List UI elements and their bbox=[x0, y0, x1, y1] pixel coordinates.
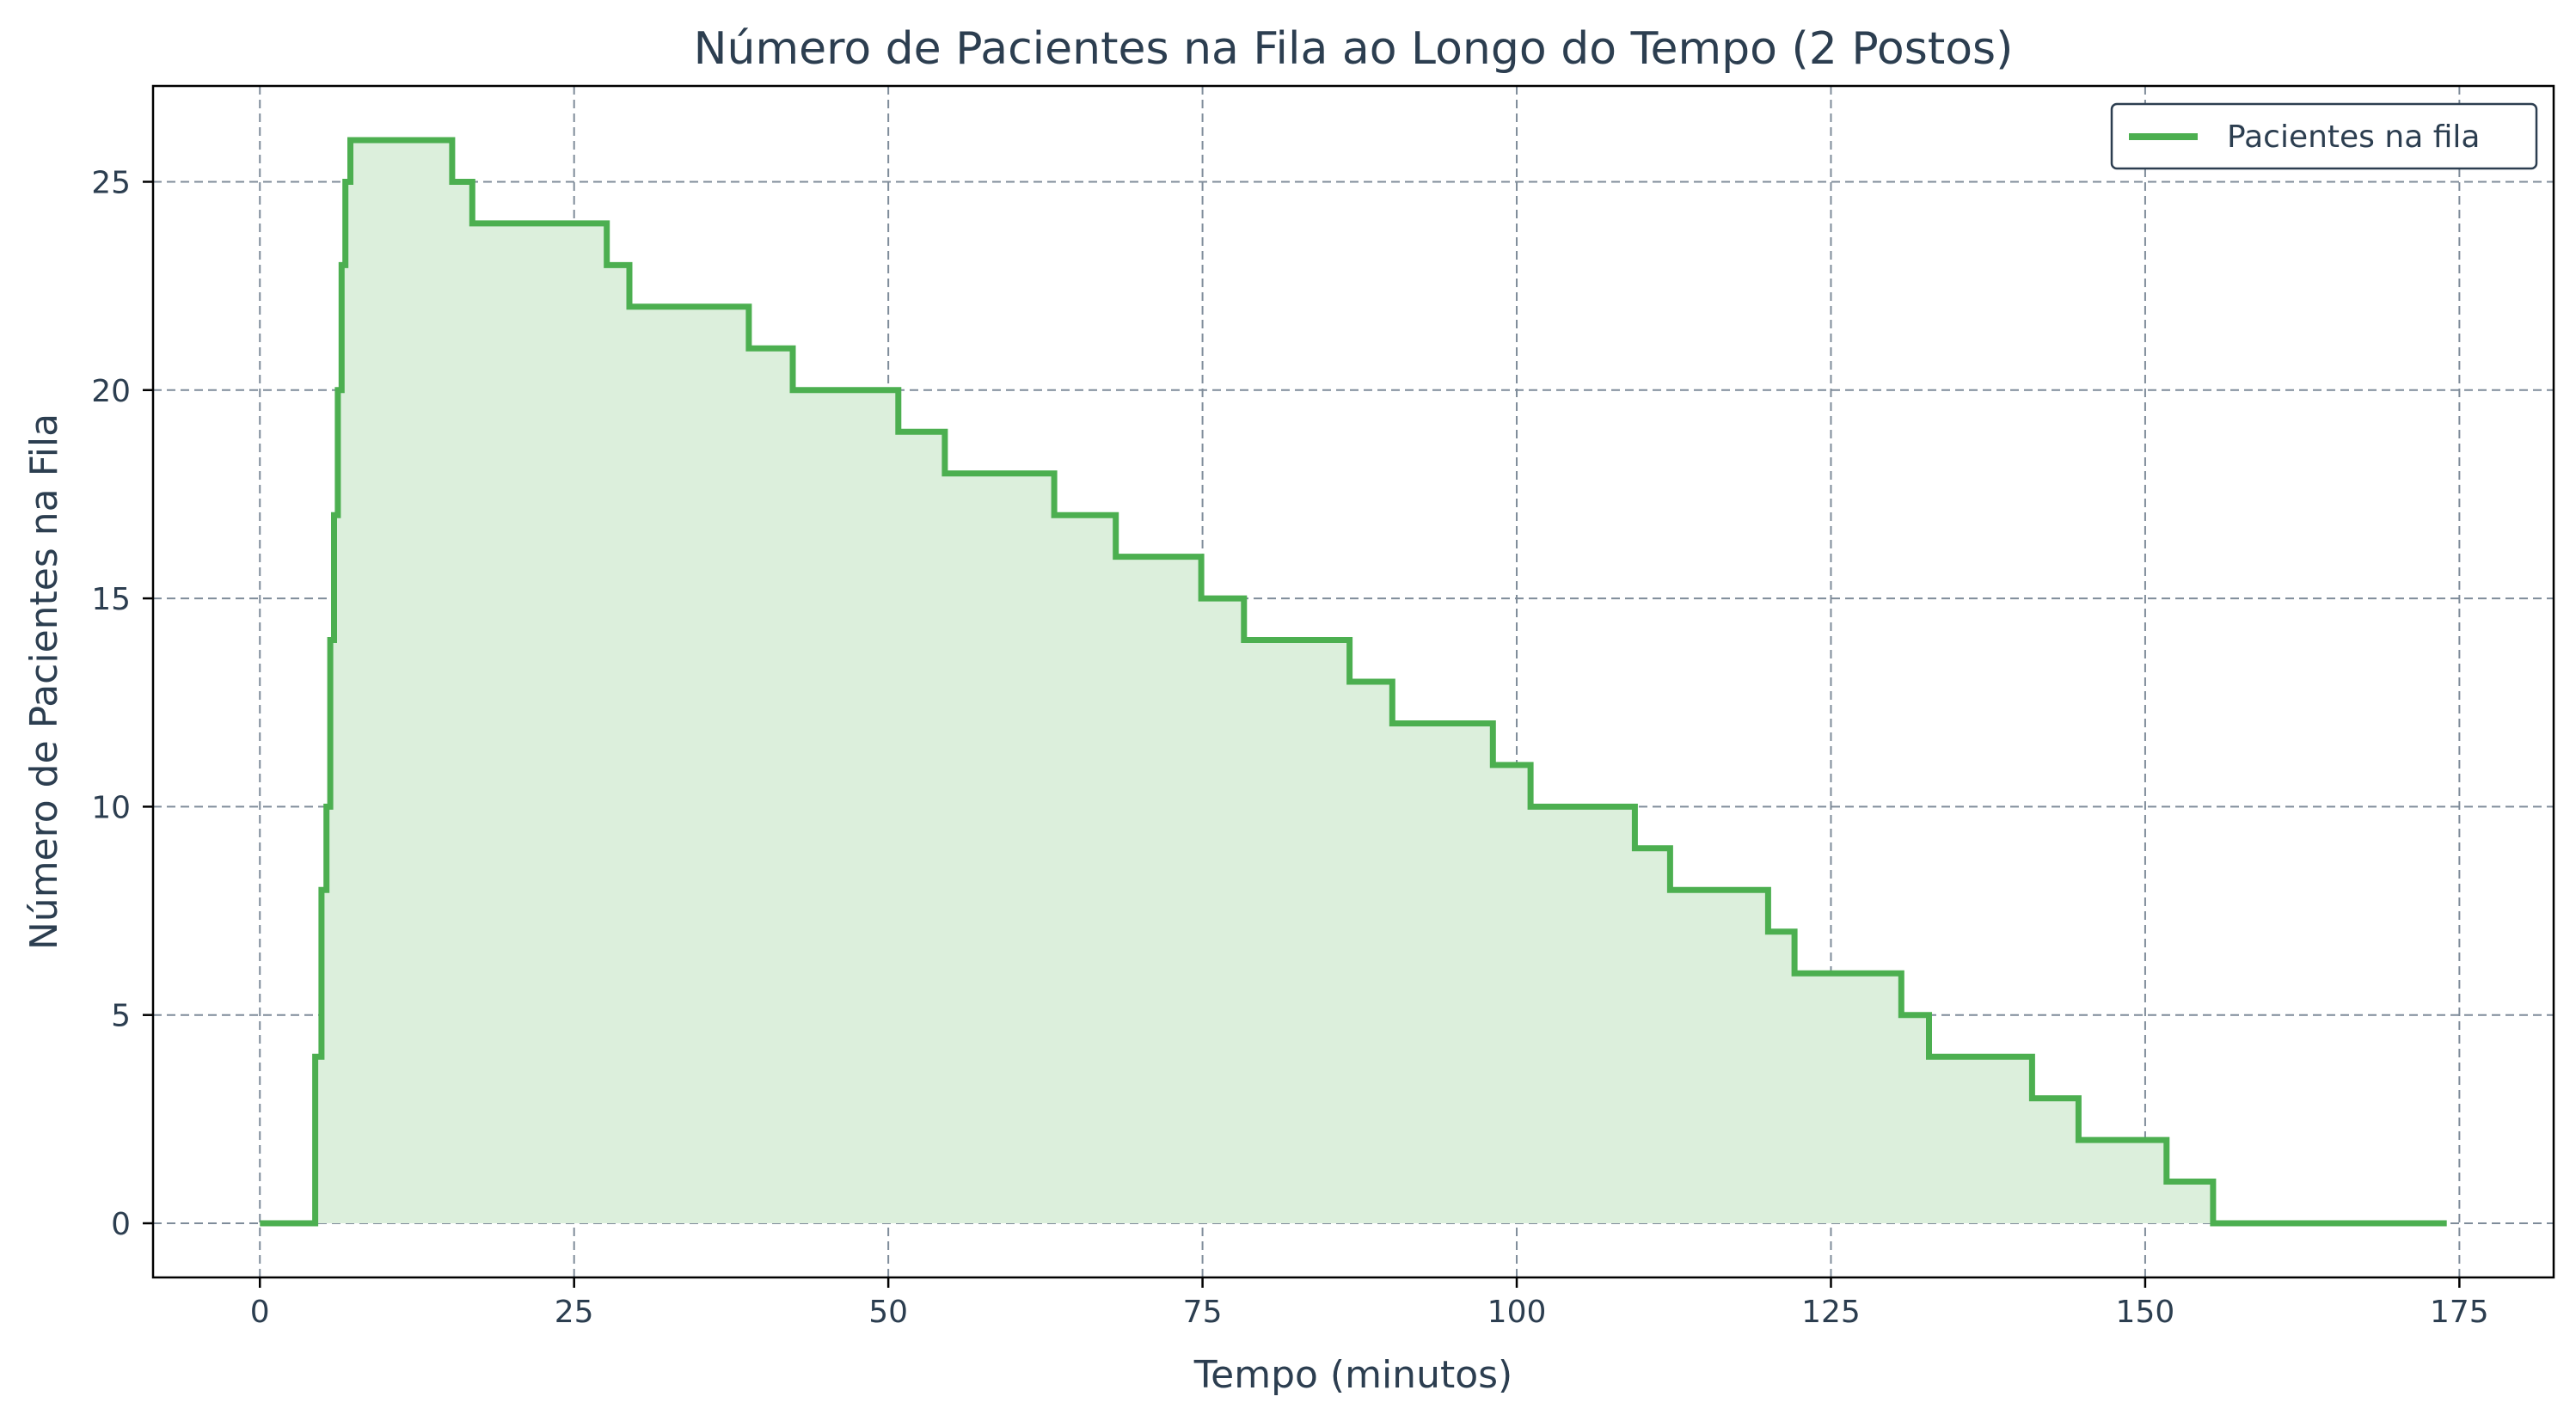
series-line bbox=[260, 137, 2447, 1227]
y-tick-label: 25 bbox=[91, 165, 131, 200]
legend-entry-pacientes-na-fila: Pacientes na fila bbox=[2227, 119, 2480, 155]
y-tick-label: 15 bbox=[91, 582, 131, 617]
x-tick-label: 50 bbox=[868, 1295, 908, 1330]
legend-box bbox=[2110, 102, 2538, 170]
y-axis-label: Número de Pacientes na Fila bbox=[22, 413, 66, 950]
x-tick-label: 0 bbox=[250, 1295, 270, 1330]
y-axis-ticks: 0 5 10 15 20 25 bbox=[91, 165, 153, 1242]
x-tick-label: 100 bbox=[1487, 1295, 1547, 1330]
x-tick-label: 150 bbox=[2116, 1295, 2175, 1330]
x-tick-label: 125 bbox=[1801, 1295, 1861, 1330]
x-axis-label: Tempo (minutos) bbox=[1193, 1353, 1512, 1397]
plot-frame bbox=[151, 84, 2555, 1279]
y-tick-label: 20 bbox=[91, 374, 131, 409]
y-tick-label: 5 bbox=[111, 999, 131, 1034]
y-tick-label: 0 bbox=[111, 1207, 131, 1242]
x-tick-label: 175 bbox=[2430, 1295, 2489, 1330]
x-axis-ticks: 0 25 50 75 100 125 150 175 bbox=[250, 1277, 2489, 1330]
chart-title: Número de Pacientes na Fila ao Longo do … bbox=[694, 23, 2014, 75]
y-tick-label: 10 bbox=[91, 790, 131, 825]
x-tick-label: 75 bbox=[1183, 1295, 1223, 1330]
x-tick-label: 25 bbox=[555, 1295, 594, 1330]
legend: Pacientes na fila bbox=[2110, 102, 2538, 170]
